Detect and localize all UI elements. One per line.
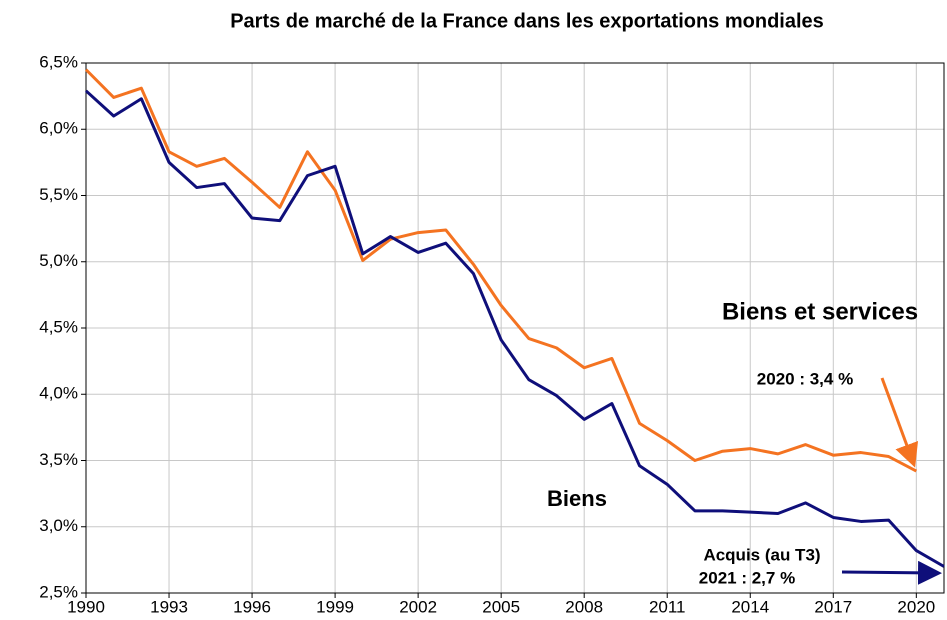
annotation: 2020 : 3,4 % (757, 369, 853, 388)
x-tick-label: 2011 (649, 597, 686, 616)
x-tick-label: 2008 (565, 597, 603, 616)
arrow (880, 377, 919, 468)
y-tick-label: 3,5% (39, 450, 78, 469)
y-tick-label: 5,5% (39, 185, 78, 204)
x-tick-label: 2005 (482, 597, 520, 616)
annotation: Acquis (au T3) (703, 545, 820, 564)
annotation: 2021 : 2,7 % (699, 568, 795, 587)
x-tick-label: 2017 (814, 597, 852, 616)
plot-frame (85, 62, 945, 594)
x-tick-label: 2014 (731, 597, 769, 616)
x-tick-label: 2002 (399, 597, 437, 616)
x-tick-label: 1999 (316, 597, 354, 616)
series-label: Biens et services (722, 298, 918, 325)
arrow (841, 560, 942, 585)
x-tick-label: 1993 (150, 597, 188, 616)
y-tick-label: 3,0% (39, 516, 78, 535)
x-tick-label: 1990 (67, 597, 105, 616)
x-tick-label: 2020 (897, 597, 935, 616)
series-line (84, 68, 918, 473)
y-tick-label: 2,5% (39, 582, 78, 601)
y-tick-label: 6,0% (39, 119, 78, 138)
series-line (84, 89, 945, 568)
y-tick-label: 4,5% (39, 317, 78, 336)
series-label: Biens (547, 486, 607, 511)
x-tick-label: 1996 (233, 597, 271, 616)
y-tick-label: 4,0% (39, 384, 78, 403)
y-tick-label: 6,5% (39, 52, 78, 71)
chart-title: Parts de marché de la France dans les ex… (230, 10, 824, 32)
y-tick-label: 5,0% (39, 251, 78, 270)
